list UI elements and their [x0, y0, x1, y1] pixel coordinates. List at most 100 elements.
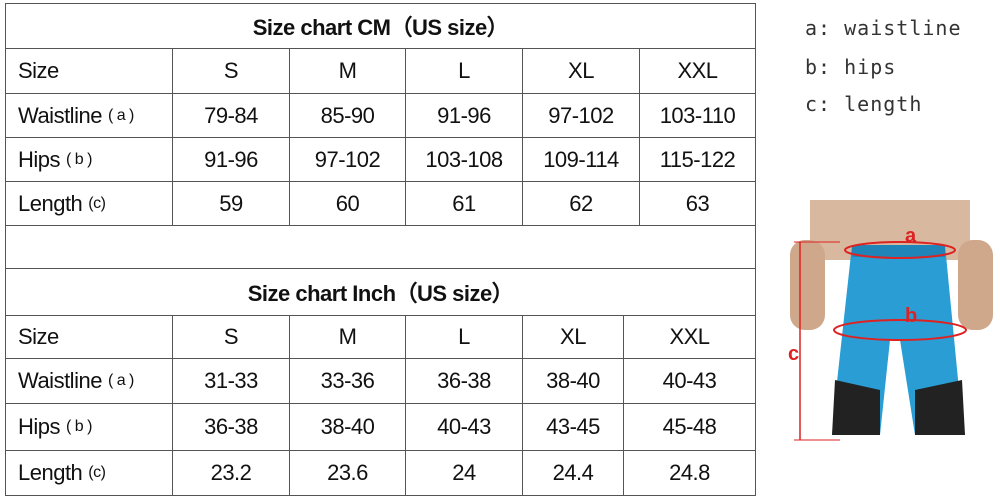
row-label: Hips ( b ): [5, 403, 173, 451]
legend-item: c: length: [805, 92, 923, 116]
table-cell: 91-96: [172, 137, 290, 182]
table-title: Size chart Inch（US size）: [5, 268, 756, 316]
cell-text: 45-48: [662, 414, 717, 439]
cell-text: L: [458, 324, 470, 349]
figure-label: c: [788, 343, 799, 365]
cell-text: 85-90: [320, 102, 375, 128]
label-text: Length: [18, 190, 83, 216]
size-header: XXL: [623, 315, 756, 359]
table-cell: 115-122: [639, 137, 756, 182]
table-cell: 60: [289, 181, 406, 226]
size-header: XXL: [639, 48, 756, 94]
figure-label: b: [905, 305, 917, 327]
table-cell: 40-43: [623, 358, 756, 404]
cell-text: 36-38: [204, 414, 258, 439]
cell-text: 40-43: [662, 368, 717, 393]
label-text: Size: [18, 324, 59, 349]
size-header: M: [289, 315, 406, 359]
table-cell: 91-96: [405, 93, 523, 138]
table-cell: 36-38: [405, 358, 523, 404]
size-header: S: [172, 315, 290, 359]
cell-text: 61: [452, 190, 476, 216]
cell-text: 109-114: [543, 146, 619, 172]
size-header: M: [289, 48, 406, 94]
cell-text: 38-40: [546, 368, 600, 393]
table-cell: 85-90: [289, 93, 406, 138]
table-cell: 103-108: [405, 137, 523, 182]
table-cell: 36-38: [172, 403, 290, 451]
table-cell: 59: [172, 181, 290, 226]
cell-text: 115-122: [659, 146, 736, 172]
cell-text: 40-43: [437, 414, 491, 439]
cell-text: 103-108: [425, 146, 503, 172]
row-label: Size: [5, 48, 173, 94]
cell-text: XXL: [677, 58, 718, 83]
cell-text: 23.2: [210, 460, 252, 485]
title-text: Size chart CM（US size）: [252, 15, 509, 40]
cell-text: 43-45: [546, 414, 600, 439]
cell-text: L: [458, 58, 470, 83]
table-cell: 45-48: [623, 403, 756, 451]
table-cell: 97-102: [289, 137, 406, 182]
label-note: ( a ): [107, 106, 134, 124]
figure-label: a: [905, 225, 917, 247]
table-cell: 31-33: [172, 358, 290, 404]
label-note: ( b ): [66, 150, 92, 168]
cell-text: XXL: [669, 324, 710, 349]
cell-text: 31-33: [204, 368, 258, 393]
cell-text: 24: [452, 460, 476, 485]
cell-text: M: [338, 58, 357, 83]
size-header: XL: [522, 48, 640, 94]
cell-text: 24.8: [669, 460, 710, 485]
legend-item: a: waistline: [805, 16, 962, 40]
table-cell: 61: [405, 181, 523, 226]
label-note: (c): [88, 464, 106, 481]
cell-text: 33-36: [320, 368, 375, 393]
table-cell: 23.2: [172, 450, 290, 496]
label-note: ( a ): [107, 372, 134, 389]
label-text: Length: [18, 460, 83, 485]
shorts-figure: a b c: [788, 200, 993, 441]
table-cell: 33-36: [289, 358, 406, 404]
table-title: Size chart CM（US size）: [5, 3, 756, 49]
cell-text: 63: [685, 190, 710, 216]
cell-text: 97-102: [548, 102, 614, 128]
table-cell: 109-114: [522, 137, 640, 182]
cell-text: XL: [560, 324, 586, 349]
cell-text: S: [223, 58, 239, 83]
table-cell: 38-40: [522, 358, 624, 404]
table-cell: 24: [405, 450, 523, 496]
cell-text: S: [223, 324, 239, 349]
size-header: XL: [522, 315, 624, 359]
label-text: Size: [18, 58, 59, 83]
cell-text: 60: [335, 190, 360, 216]
legend-item: b: hips: [805, 55, 897, 79]
table-cell: 43-45: [522, 403, 624, 451]
table-cell: 103-110: [639, 93, 756, 138]
label-text: Hips: [18, 414, 61, 439]
cell-text: 79-84: [204, 102, 258, 128]
title-text: Size chart Inch（US size）: [247, 281, 514, 306]
row-label: Waistline ( a ): [5, 93, 173, 138]
table-cell: 24.8: [623, 450, 756, 496]
cell-text: 103-110: [659, 102, 736, 128]
cell-text: XL: [568, 58, 594, 83]
label-text: Waistline: [18, 368, 102, 393]
size-header: L: [405, 48, 523, 94]
label-text: Hips: [18, 146, 61, 172]
cell-text: 97-102: [314, 146, 381, 172]
label-note: (c): [88, 194, 106, 212]
cell-text: 62: [569, 190, 593, 216]
cell-text: 91-96: [204, 146, 258, 172]
cell-text: M: [338, 324, 357, 349]
spacer-row: [5, 225, 756, 269]
table-cell: 63: [639, 181, 756, 226]
table-cell: 97-102: [522, 93, 640, 138]
row-label: Length (c): [5, 181, 173, 226]
row-label: Length (c): [5, 450, 173, 496]
cell-text: 36-38: [437, 368, 491, 393]
table-cell: 40-43: [405, 403, 523, 451]
table-cell: 24.4: [522, 450, 624, 496]
table-cell: 79-84: [172, 93, 290, 138]
